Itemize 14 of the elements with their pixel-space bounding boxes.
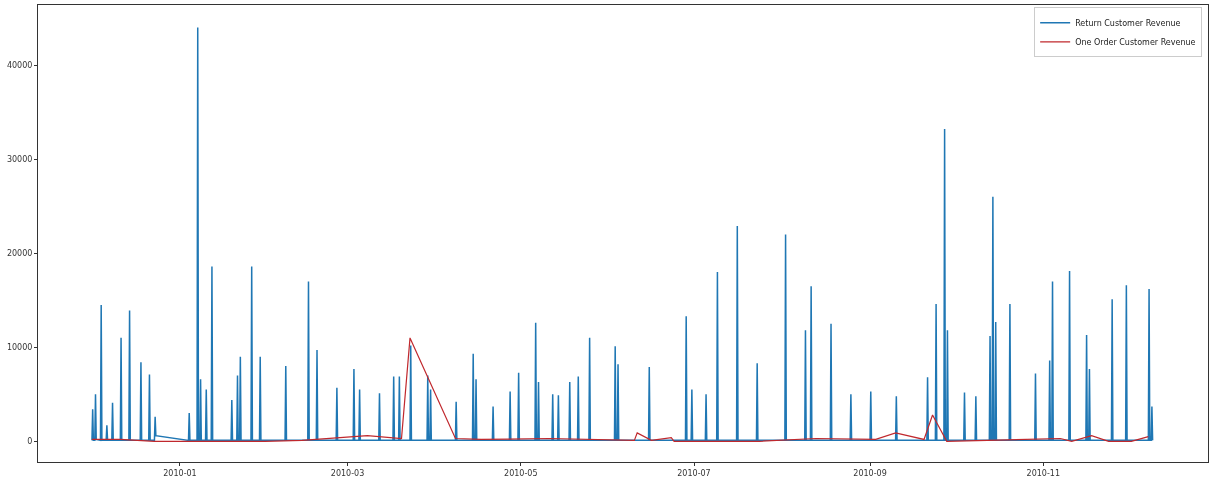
x-tick-label: 2010-09 xyxy=(853,468,887,478)
x-tick-label: 2010-01 xyxy=(163,468,197,478)
y-tick-label: 20000 xyxy=(6,249,33,259)
legend-label: Return Customer Revenue xyxy=(1075,18,1181,28)
x-tick-label: 2010-07 xyxy=(677,468,711,478)
legend-label: One Order Customer Revenue xyxy=(1075,37,1196,47)
y-tick-label: 10000 xyxy=(6,343,33,353)
x-tick-label: 2010-03 xyxy=(330,468,365,478)
x-tick-label: 2010-11 xyxy=(1026,468,1061,478)
y-tick-label: 40000 xyxy=(6,60,33,70)
line-series xyxy=(91,337,1149,442)
x-tick-label: 2010-05 xyxy=(504,468,538,478)
y-tick-label: 30000 xyxy=(6,155,33,165)
y-tick-label: 0 xyxy=(27,437,33,447)
